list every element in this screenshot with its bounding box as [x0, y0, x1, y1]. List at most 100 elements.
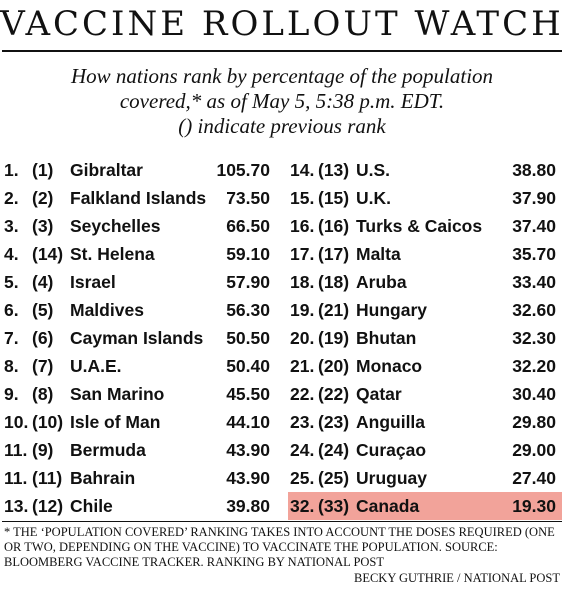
- previous-rank-cell: (14): [32, 244, 64, 264]
- country-cell: U.A.E.: [70, 356, 122, 376]
- rank-cell: 6.: [4, 300, 19, 320]
- previous-rank-cell: (19): [318, 328, 350, 348]
- table-row: 18. (18) Aruba 33.40: [288, 268, 562, 296]
- country-cell: Uruguay: [356, 468, 427, 488]
- rank-cell: 16.: [290, 216, 315, 236]
- country-cell: Aruba: [356, 272, 407, 292]
- subtitle-line-3: () indicate previous rank: [178, 114, 386, 138]
- previous-rank-cell: (21): [318, 300, 350, 320]
- previous-rank-cell: (12): [32, 496, 64, 516]
- rank-cell: 11.: [4, 440, 28, 460]
- rank-cell: 13.: [4, 496, 29, 516]
- rank-cell: 21.: [290, 356, 315, 376]
- subtitle-line-1: How nations rank by percentage of the po…: [70, 64, 494, 88]
- previous-rank-cell: (1): [32, 160, 54, 180]
- rank-cell: 17.: [290, 244, 315, 264]
- previous-rank-cell: (23): [318, 412, 350, 432]
- percent-cell: 59.10: [226, 244, 270, 264]
- percent-cell: 105.70: [216, 160, 270, 180]
- country-cell: U.K.: [356, 188, 391, 208]
- percent-cell: 43.90: [226, 468, 270, 488]
- table-row: 13. (12) Chile 39.80: [2, 492, 276, 520]
- table-row: 2. (2) Falkland Islands 73.50: [2, 184, 276, 212]
- country-cell: San Marino: [70, 384, 165, 404]
- previous-rank-cell: (11): [32, 468, 63, 488]
- country-cell: St. Helena: [70, 244, 155, 264]
- country-cell: Hungary: [356, 300, 427, 320]
- percent-cell: 29.80: [512, 412, 556, 432]
- percent-cell: 29.00: [512, 440, 556, 460]
- percent-cell: 43.90: [226, 440, 270, 460]
- country-cell: Israel: [70, 272, 116, 292]
- percent-cell: 50.50: [226, 328, 270, 348]
- table-row: 14. (13) U.S. 38.80: [288, 156, 562, 184]
- percent-cell: 32.20: [512, 356, 556, 376]
- rank-cell: 7.: [4, 328, 19, 348]
- previous-rank-cell: (25): [318, 468, 350, 488]
- rank-cell: 3.: [4, 216, 19, 236]
- percent-cell: 38.80: [512, 160, 556, 180]
- country-cell: Bhutan: [356, 328, 417, 348]
- previous-rank-cell: (6): [32, 328, 54, 348]
- table-row: 20. (19) Bhutan 32.30: [288, 324, 562, 352]
- rank-cell: 8.: [4, 356, 19, 376]
- rank-cell: 10.: [4, 412, 29, 432]
- percent-cell: 33.40: [512, 272, 556, 292]
- table-row: 5. (4) Israel 57.90: [2, 268, 276, 296]
- rank-cell: 15.: [290, 188, 315, 208]
- previous-rank-cell: (2): [32, 188, 54, 208]
- previous-rank-cell: (33): [318, 496, 350, 516]
- ranking-column-left: 1. (1) Gibraltar 105.70 2. (2) Falkland Island…: [2, 156, 276, 520]
- country-cell: Monaco: [356, 356, 423, 376]
- previous-rank-cell: (10): [32, 412, 64, 432]
- table-row: 10. (10) Isle of Man 44.10: [2, 408, 276, 436]
- percent-cell: 27.40: [512, 468, 556, 488]
- previous-rank-cell: (17): [318, 244, 350, 264]
- percent-cell: 37.90: [512, 188, 556, 208]
- previous-rank-cell: (20): [318, 356, 350, 376]
- table-row: 9. (8) San Marino 45.50: [2, 380, 276, 408]
- table-row: 3. (3) Seychelles 66.50: [2, 212, 276, 240]
- percent-cell: 19.30: [512, 496, 556, 516]
- percent-cell: 35.70: [512, 244, 556, 264]
- rank-cell: 23.: [290, 412, 315, 432]
- country-cell: Qatar: [356, 384, 402, 404]
- table-row: 7. (6) Cayman Islands 50.50: [2, 324, 276, 352]
- table-row: 1. (1) Gibraltar 105.70: [2, 156, 276, 184]
- previous-rank-cell: (13): [318, 160, 350, 180]
- subtitle-line-2: covered,* as of May 5, 5:38 p.m. EDT.: [119, 89, 445, 113]
- title-rule: [2, 50, 562, 52]
- previous-rank-cell: (9): [32, 440, 54, 460]
- table-row: 16. (16) Turks & Caicos 37.40: [288, 212, 562, 240]
- percent-cell: 66.50: [226, 216, 270, 236]
- rank-cell: 2.: [4, 188, 19, 208]
- country-cell: Gibraltar: [70, 160, 143, 180]
- table-row: 23. (23) Anguilla 29.80: [288, 408, 562, 436]
- percent-cell: 57.90: [226, 272, 270, 292]
- table-row: 11. (9) Bermuda 43.90: [2, 436, 276, 464]
- country-cell: Anguilla: [356, 412, 426, 432]
- country-cell: Maldives: [70, 300, 144, 320]
- percent-cell: 50.40: [226, 356, 270, 376]
- table-row: 24. (24) Curaçao 29.00: [288, 436, 562, 464]
- previous-rank-cell: (5): [32, 300, 54, 320]
- country-cell: Turks & Caicos: [356, 216, 483, 236]
- rank-cell: 14.: [290, 160, 315, 180]
- percent-cell: 73.50: [226, 188, 270, 208]
- country-cell: Malta: [356, 244, 401, 264]
- table-row: 6. (5) Maldives 56.30: [2, 296, 276, 324]
- country-cell: Cayman Islands: [70, 328, 204, 348]
- previous-rank-cell: (3): [32, 216, 54, 236]
- rank-cell: 32.: [290, 496, 315, 516]
- rank-cell: 18.: [290, 272, 315, 292]
- rank-cell: 19.: [290, 300, 315, 320]
- previous-rank-cell: (7): [32, 356, 54, 376]
- previous-rank-cell: (24): [318, 440, 350, 460]
- chart-title: VACCINE ROLLOUT WATCH: [0, 4, 564, 44]
- credit-line: BECKY GUTHRIE / NATIONAL POST: [353, 571, 560, 585]
- rank-cell: 9.: [4, 384, 19, 404]
- table-row: 8. (7) U.A.E. 50.40: [2, 352, 276, 380]
- country-cell: Bermuda: [70, 440, 146, 460]
- percent-cell: 32.60: [512, 300, 556, 320]
- previous-rank-cell: (8): [32, 384, 54, 404]
